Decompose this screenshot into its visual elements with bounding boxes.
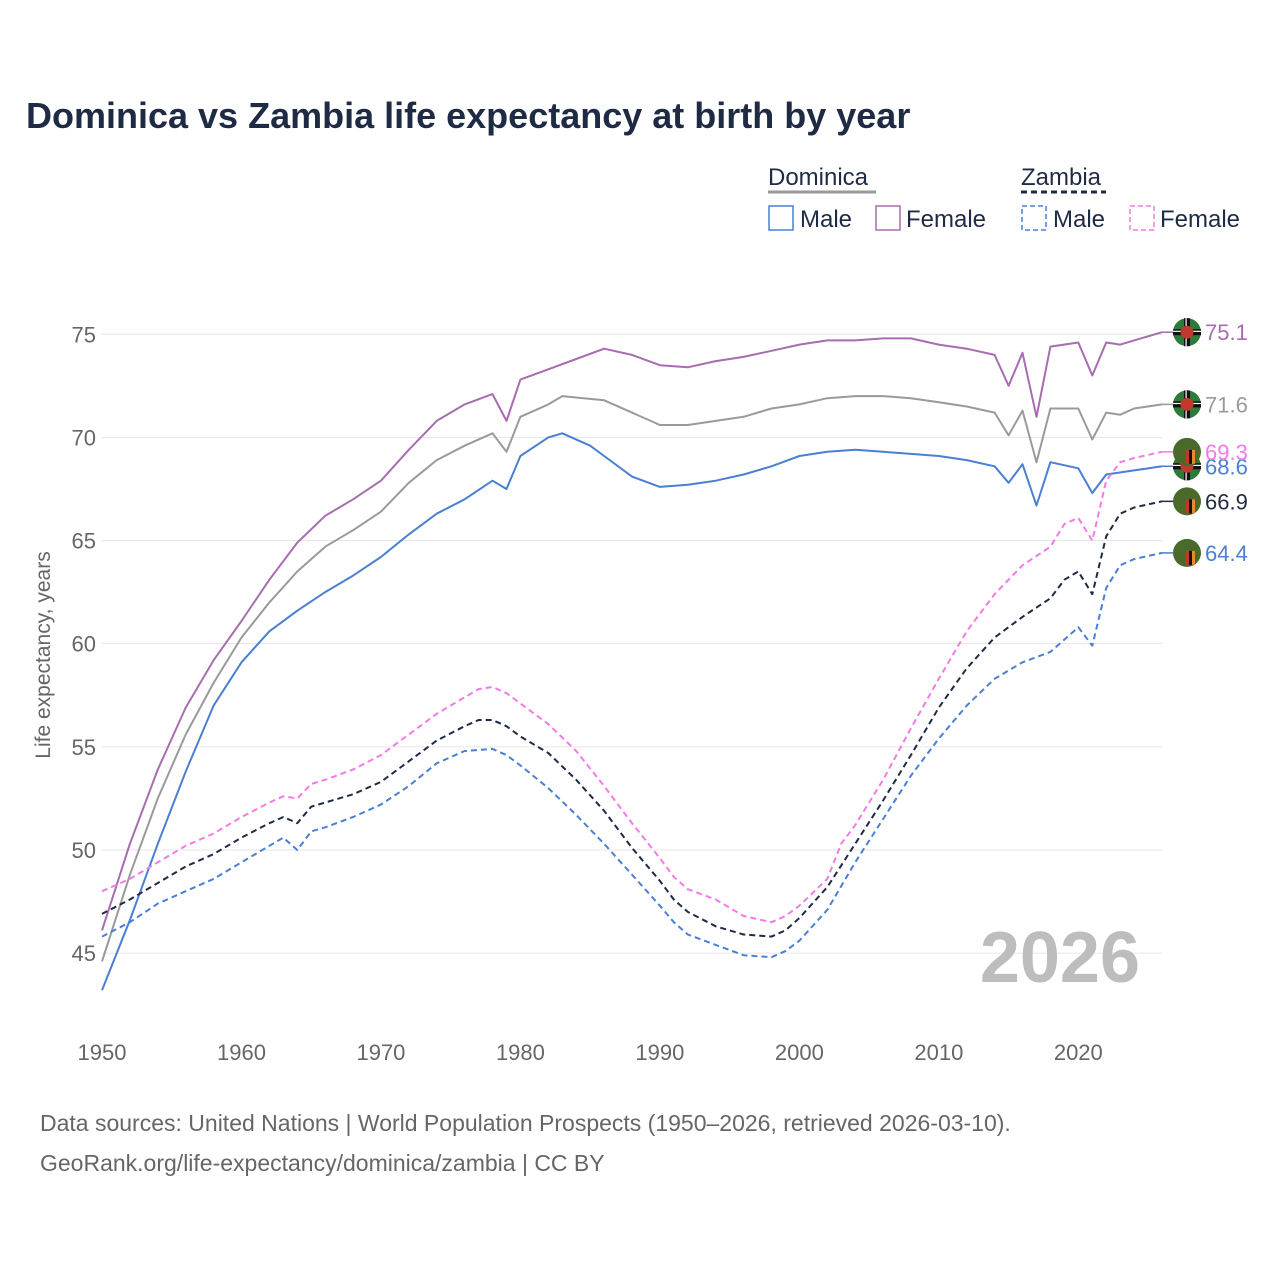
- series-line-dominica-total: [101, 395, 1163, 962]
- zambia-female-end-label: 69.3: [1205, 440, 1248, 465]
- zambia-total-end-label: 66.9: [1205, 489, 1248, 514]
- y-tick-70: 70: [72, 425, 96, 450]
- legend-zambia-title: Zambia: [1021, 164, 1102, 191]
- zambia-total-end-marker: 66.9: [1162, 487, 1248, 516]
- y-tick-75: 75: [72, 322, 96, 347]
- legend-group-dominica: Dominica Male Female: [768, 164, 986, 233]
- y-axis-label: Life expectancy, years: [32, 551, 55, 758]
- legend-dominica-female-label: Female: [906, 206, 986, 233]
- series-lines: [101, 331, 1163, 991]
- x-tick-2020: 2020: [1054, 1040, 1103, 1065]
- year-watermark: 2026: [980, 918, 1140, 998]
- legend: Dominica Male Female Zambia Male Female: [768, 164, 1240, 233]
- y-tick-65: 65: [72, 529, 96, 554]
- legend-zambia-female-label: Female: [1160, 206, 1240, 233]
- x-tick-2000: 2000: [775, 1040, 824, 1065]
- series-line-dominica-female: [101, 331, 1163, 931]
- chart-title: Dominica vs Zambia life expectancy at bi…: [26, 95, 910, 136]
- legend-zambia-male-swatch: [1021, 205, 1047, 231]
- source-line-2: GeoRank.org/life-expectancy/dominica/zam…: [40, 1150, 605, 1176]
- series-line-dominica-male: [101, 432, 1163, 991]
- y-tick-45: 45: [72, 941, 96, 966]
- legend-dominica-title: Dominica: [768, 164, 869, 191]
- zambia-male-end-marker: 64.4: [1162, 538, 1248, 567]
- source-line-1: Data sources: United Nations | World Pop…: [40, 1110, 1011, 1136]
- y-tick-55: 55: [72, 735, 96, 760]
- legend-dominica-male-label: Male: [800, 206, 852, 233]
- series-line-zambia-total: [101, 500, 1163, 938]
- legend-group-zambia: Zambia Male Female: [1021, 164, 1240, 233]
- legend-dominica-male-swatch: [768, 205, 794, 231]
- y-tick-60: 60: [72, 632, 96, 657]
- series-line-zambia-female: [101, 450, 1163, 924]
- dominica-female-end-label: 75.1: [1205, 320, 1248, 345]
- x-tick-1970: 1970: [356, 1040, 405, 1065]
- dominica-total-end-label: 71.6: [1205, 392, 1248, 417]
- series-end-markers: 75.1 71.6 68.669.3 66.9 64.4: [1162, 318, 1248, 567]
- x-tick-1960: 1960: [217, 1040, 266, 1065]
- dominica-total-end-marker: 71.6: [1162, 390, 1248, 419]
- x-tick-1980: 1980: [496, 1040, 545, 1065]
- legend-zambia-male-label: Male: [1053, 206, 1105, 233]
- legend-zambia-female-swatch: [1129, 205, 1155, 231]
- x-tick-1990: 1990: [635, 1040, 684, 1065]
- zambia-female-end-marker: 69.3: [1162, 437, 1248, 466]
- dominica-male-end-label: 68.6: [1205, 454, 1248, 479]
- gridlines: [102, 333, 1162, 954]
- x-tick-2010: 2010: [914, 1040, 963, 1065]
- dominica-female-end-marker: 75.1: [1162, 318, 1248, 347]
- y-tick-50: 50: [72, 838, 96, 863]
- legend-dominica-female-swatch: [875, 205, 901, 231]
- x-tick-1950: 1950: [78, 1040, 127, 1065]
- x-axis-ticks: 1950 1960 1970 1980 1990 2000 2010 2020: [78, 1040, 1103, 1065]
- series-line-zambia-male: [101, 551, 1163, 959]
- zambia-male-end-label: 64.4: [1205, 541, 1248, 566]
- y-axis-ticks: 45 50 55 60 65 70 75: [72, 322, 96, 966]
